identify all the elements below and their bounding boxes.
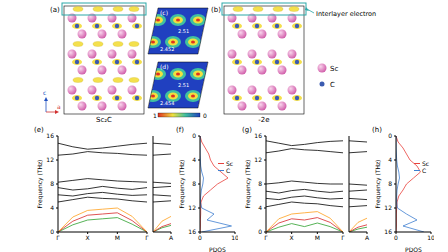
svg-text:0: 0 xyxy=(50,228,54,235)
svg-text:Interlayer electron: Interlayer electron xyxy=(316,10,376,18)
svg-text:PDOS: PDOS xyxy=(405,246,422,252)
svg-text:12: 12 xyxy=(46,156,54,163)
svg-text:A: A xyxy=(365,234,370,241)
html-text:Frequency (THz): Frequency (THz) xyxy=(373,159,381,209)
svg-text:8: 8 xyxy=(388,180,392,187)
svg-text:Sc₂C: Sc₂C xyxy=(96,116,112,124)
svg-text:A: A xyxy=(169,234,174,241)
svg-text:0: 0 xyxy=(192,132,196,139)
html-text:Sc: Sc xyxy=(225,160,233,167)
svg-text:0: 0 xyxy=(203,112,207,119)
svg-text:X: X xyxy=(290,234,294,241)
html-text:(h): (h) xyxy=(372,126,382,134)
svg-text:(a): (a) xyxy=(50,6,60,14)
svg-text:1: 1 xyxy=(153,112,157,119)
svg-text:Γ: Γ xyxy=(341,234,345,241)
svg-text:4: 4 xyxy=(258,204,262,211)
svg-text:12: 12 xyxy=(384,204,392,211)
svg-text:12: 12 xyxy=(254,156,262,163)
svg-text:2.51: 2.51 xyxy=(178,28,189,34)
svg-text:M: M xyxy=(315,234,320,241)
svg-text:(c): (c) xyxy=(160,9,168,16)
html-text:Frequency (THz): Frequency (THz) xyxy=(177,159,185,209)
svg-text:(b): (b) xyxy=(211,6,221,14)
svg-text:0: 0 xyxy=(388,132,392,139)
svg-text:C: C xyxy=(330,81,335,89)
svg-text:4: 4 xyxy=(192,156,196,163)
svg-text:8: 8 xyxy=(192,180,196,187)
svg-text:12: 12 xyxy=(188,204,196,211)
svg-text:PDOS: PDOS xyxy=(209,246,226,252)
html-text:Sc: Sc xyxy=(421,160,429,167)
svg-text:8: 8 xyxy=(258,180,262,187)
html-text:Frequency (THz): Frequency (THz) xyxy=(243,159,251,209)
svg-text:0: 0 xyxy=(198,234,202,241)
svg-text:2.51: 2.51 xyxy=(178,82,189,88)
svg-text:0: 0 xyxy=(258,228,262,235)
svg-text:8: 8 xyxy=(50,180,54,187)
svg-text:16: 16 xyxy=(188,228,196,235)
svg-text:2.454: 2.454 xyxy=(160,100,174,106)
svg-text:Γ: Γ xyxy=(264,234,268,241)
svg-text:(d): (d) xyxy=(160,63,169,70)
svg-text:4: 4 xyxy=(50,204,54,211)
svg-text:4: 4 xyxy=(388,156,392,163)
html-text:C: C xyxy=(225,167,231,174)
svg-text:a: a xyxy=(57,103,61,110)
svg-text:10: 10 xyxy=(231,234,238,241)
svg-text:c: c xyxy=(43,89,46,96)
svg-text:X: X xyxy=(86,234,90,241)
svg-text:Sc: Sc xyxy=(330,65,338,73)
svg-text:Γ: Γ xyxy=(56,234,60,241)
svg-text:16: 16 xyxy=(46,132,54,139)
svg-text:0: 0 xyxy=(394,234,398,241)
svg-text:Γ: Γ xyxy=(145,234,149,241)
html-text:Frequency (THz): Frequency (THz) xyxy=(35,159,43,209)
html-text:(g): (g) xyxy=(242,126,252,134)
svg-text:16: 16 xyxy=(384,228,392,235)
html-text:(e): (e) xyxy=(34,126,44,134)
svg-text:M: M xyxy=(115,234,120,241)
svg-text:16: 16 xyxy=(254,132,262,139)
html-text:(f): (f) xyxy=(176,126,184,134)
svg-text:10: 10 xyxy=(427,234,434,241)
svg-text:2.452: 2.452 xyxy=(160,46,174,52)
html-text:C: C xyxy=(421,167,427,174)
svg-text:-2e: -2e xyxy=(258,116,269,124)
